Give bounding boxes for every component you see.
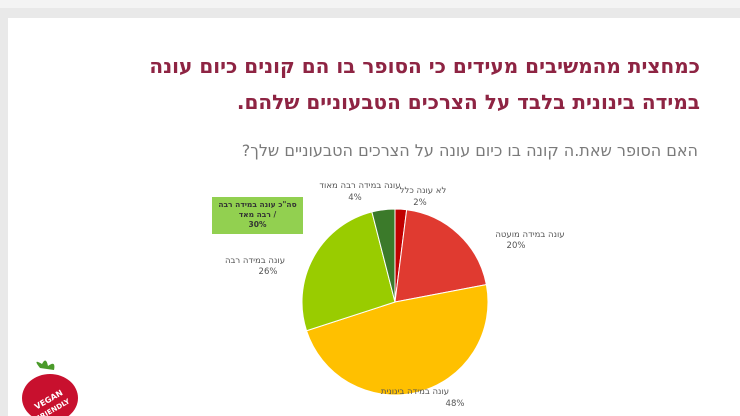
- slice-category-label: עונה במידה מועטה: [495, 230, 564, 240]
- pie-slice: [305, 283, 489, 396]
- annotation-line: סה"כ עונה במידה רבה: [218, 200, 297, 209]
- annotation-line: 30%: [248, 220, 267, 229]
- slice-value-label: 20%: [507, 241, 526, 251]
- title-line: כמחצית מהמשיבים מעידים כי הסופר בו הם קו…: [149, 54, 700, 78]
- title-line: במידה בינונית בלבד על הצרכים הטבעוניים ש…: [236, 90, 700, 114]
- logo: VEGAN FRIENDLY: [22, 360, 78, 416]
- slice-category-label: עונה במידה רבה: [225, 256, 285, 266]
- pie-slice: [371, 208, 396, 303]
- pie-slice: [394, 209, 487, 303]
- slice-value-label: 2%: [413, 198, 427, 208]
- slice-category-label: לא עונה כלל: [400, 186, 447, 196]
- pie-slice: [301, 211, 396, 332]
- subtitle: האם הסופר שאת.ה קונה בו כיום עונה על הצר…: [241, 141, 698, 160]
- slice-value-label: 26%: [259, 267, 278, 277]
- annotation-line: / רבה מאד: [238, 210, 277, 219]
- slice-value-label: 4%: [348, 193, 362, 203]
- slice-value-label: 48%: [446, 399, 465, 409]
- slice-category-label: עונה במידה בינונית: [381, 387, 449, 397]
- annotation-box: סה"כ עונה במידה רבה / רבה מאד 30%: [212, 197, 303, 234]
- slice-category-label: עונה במידה רבה מאוד: [319, 181, 400, 191]
